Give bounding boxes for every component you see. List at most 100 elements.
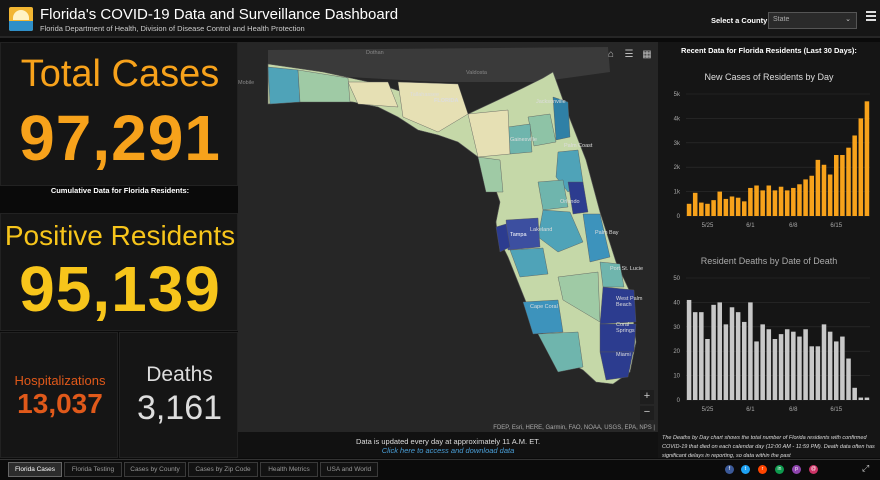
cases-bar[interactable]: [699, 202, 704, 216]
cases-bar[interactable]: [711, 200, 716, 216]
deaths-bar[interactable]: [766, 329, 772, 400]
deaths-bar[interactable]: [748, 302, 753, 400]
deaths-bar[interactable]: [846, 358, 851, 400]
deaths-bar[interactable]: [858, 397, 864, 400]
deaths-bar[interactable]: [852, 387, 857, 400]
cases-bar[interactable]: [760, 190, 765, 216]
cases-bar[interactable]: [827, 174, 833, 216]
cases-bar[interactable]: [772, 190, 778, 216]
cases-bar[interactable]: [846, 147, 851, 216]
county-select[interactable]: State ⌄: [768, 12, 857, 29]
deaths-bar[interactable]: [778, 334, 784, 400]
deaths-note: The Deaths by Day chart shows the total …: [662, 435, 875, 458]
tab-cases-by-zip-code[interactable]: Cases by Zip Code: [188, 462, 258, 477]
deaths-bar[interactable]: [797, 336, 802, 400]
deaths-bar[interactable]: [742, 321, 747, 400]
deaths-bar[interactable]: [834, 341, 839, 400]
map-label-lakeland: Lakeland: [530, 227, 553, 233]
cases-bar[interactable]: [791, 187, 796, 216]
download-data-link[interactable]: Click here to access and download data: [381, 446, 515, 455]
deaths-bar[interactable]: [864, 397, 870, 400]
cases-bar[interactable]: [840, 155, 845, 216]
cases-y-tick: 5k: [674, 92, 681, 98]
deaths-bar[interactable]: [760, 324, 765, 400]
cases-bar[interactable]: [778, 186, 784, 216]
cases-bar[interactable]: [705, 203, 710, 216]
cases-bar[interactable]: [717, 191, 722, 216]
tab-health-metrics[interactable]: Health Metrics: [260, 462, 318, 477]
deaths-bar[interactable]: [803, 329, 808, 400]
total-cases-label: Total Cases: [20, 53, 220, 95]
deaths-bar[interactable]: [711, 304, 716, 400]
deaths-bar[interactable]: [821, 324, 827, 400]
deaths-bar[interactable]: [791, 331, 796, 400]
email-icon[interactable]: @: [809, 465, 818, 474]
cases-bar[interactable]: [852, 135, 857, 216]
cases-bar[interactable]: [834, 155, 839, 216]
legend-list-icon[interactable]: ☰: [624, 49, 634, 60]
positive-residents-panel: Positive Residents 95,139: [0, 213, 238, 331]
cases-bar[interactable]: [754, 185, 759, 217]
county-select-value: State: [773, 16, 790, 23]
county-map[interactable]: ⌂ ☰ ▦ Dothan Valdosta Mobile Tallahassee…: [238, 42, 658, 432]
map-label-coral-springs: Coral Springs: [616, 322, 635, 334]
deaths-bar[interactable]: [754, 341, 759, 400]
expand-icon[interactable]: ⤢: [862, 463, 870, 473]
cases-bar[interactable]: [735, 197, 741, 216]
deaths-bar[interactable]: [699, 312, 704, 400]
cases-bar[interactable]: [815, 159, 821, 216]
deaths-bar[interactable]: [735, 312, 741, 400]
deaths-bar[interactable]: [809, 346, 814, 400]
deaths-bar[interactable]: [729, 307, 735, 400]
cases-bar[interactable]: [729, 196, 735, 216]
cases-bar[interactable]: [748, 187, 753, 216]
deaths-bar[interactable]: [723, 324, 729, 400]
cases-bar[interactable]: [821, 164, 827, 216]
linkedin-icon[interactable]: in: [775, 465, 784, 474]
cases-chart[interactable]: 0 1k 2k 3k 4k 5k 5/25 6/1 6/8 6/15: [658, 86, 880, 248]
cases-bar[interactable]: [692, 192, 698, 216]
cases-bar[interactable]: [742, 201, 747, 216]
cases-bar[interactable]: [766, 185, 772, 217]
zoom-out-button[interactable]: −: [640, 406, 654, 420]
deaths-y-tick: 30: [673, 325, 680, 331]
zoom-in-button[interactable]: +: [640, 390, 654, 404]
deaths-bar[interactable]: [827, 331, 833, 400]
deaths-bar[interactable]: [692, 312, 698, 400]
cases-bar[interactable]: [723, 198, 729, 216]
deaths-bar[interactable]: [686, 299, 692, 400]
tab-usa-and-world[interactable]: USA and World: [320, 462, 378, 477]
pinterest-icon[interactable]: p: [792, 465, 801, 474]
cases-bar[interactable]: [784, 190, 790, 216]
reddit-icon[interactable]: r: [758, 465, 767, 474]
map-label-jacksonville: Jacksonville: [536, 99, 566, 105]
cases-bar[interactable]: [864, 101, 870, 216]
tab-florida-cases[interactable]: Florida Cases: [8, 462, 62, 477]
dashboard-title: Florida's COVID-19 Data and Surveillance…: [40, 6, 399, 23]
cases-bar[interactable]: [809, 175, 814, 216]
facebook-icon[interactable]: f: [725, 465, 734, 474]
deaths-bar[interactable]: [784, 329, 790, 400]
deaths-bar[interactable]: [772, 339, 778, 400]
deaths-bar[interactable]: [840, 336, 845, 400]
cases-bar[interactable]: [797, 184, 802, 216]
tab-florida-testing[interactable]: Florida Testing: [64, 462, 122, 477]
hamburger-menu-icon[interactable]: [866, 11, 876, 23]
map-label-palm-coast: Palm Coast: [564, 143, 593, 149]
basemap-grid-icon[interactable]: ▦: [642, 49, 652, 60]
home-icon[interactable]: ⌂: [607, 49, 615, 60]
cases-x-tick: 6/8: [789, 223, 798, 229]
cases-y-tick: 3k: [674, 141, 681, 147]
cases-bar[interactable]: [858, 118, 864, 216]
florida-map-svg[interactable]: [238, 42, 658, 432]
deaths-bar[interactable]: [705, 339, 710, 400]
deaths-bar[interactable]: [717, 302, 722, 400]
twitter-icon[interactable]: t: [741, 465, 750, 474]
cases-bar[interactable]: [803, 179, 808, 216]
deaths-bar[interactable]: [815, 346, 821, 400]
tab-cases-by-county[interactable]: Cases by County: [124, 462, 186, 477]
deaths-y-tick: 40: [673, 300, 680, 306]
deaths-chart[interactable]: 0 10 20 30 40 50 5/25 6/1 6/8 6/15: [658, 270, 880, 432]
cases-bar[interactable]: [686, 203, 692, 216]
deaths-value: 3,161: [136, 389, 223, 427]
